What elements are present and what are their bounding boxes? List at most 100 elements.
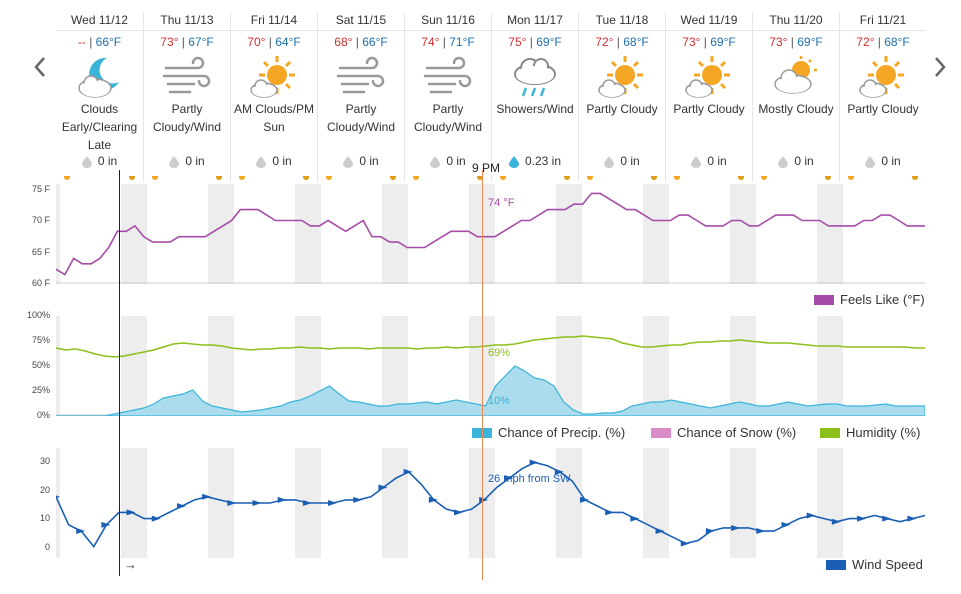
wind-direction-arrow — [529, 459, 539, 466]
previous-arrow-icon[interactable] — [30, 52, 50, 82]
feels-like-tooltip: 74 °F — [488, 197, 515, 209]
day-column[interactable]: Thu 11/20 73° | 69°F Mostly Cloudy 0 in — [752, 12, 839, 182]
night-band — [121, 316, 147, 416]
wind-direction-arrow — [151, 515, 161, 522]
condition-text: Partly Cloudy — [673, 102, 745, 116]
feels-like-legend[interactable]: Feels Like (°F) — [814, 292, 925, 307]
sunrise-sunset-markers — [840, 176, 926, 182]
precip-value: 0 in — [794, 154, 814, 168]
day-temps: 68° | 66°F — [334, 35, 388, 49]
wind-tick-label: 10 — [39, 513, 50, 524]
precip-legend[interactable]: Chance of Precip. (%) — [472, 425, 625, 440]
feels-like-tick-label: 75 F — [31, 184, 50, 194]
next-arrow-icon[interactable] — [930, 52, 950, 82]
precip-amount: 0 in — [666, 154, 752, 168]
night-band — [730, 316, 756, 416]
day-name: Thu 11/20 — [753, 12, 839, 31]
wind-direction-arrow — [605, 509, 615, 516]
humidity-tick-label: 0% — [36, 410, 50, 420]
night-band — [556, 448, 582, 558]
humidity-tick-label: 75% — [31, 335, 50, 345]
wind-direction-arrow — [277, 496, 287, 503]
day-name: Fri 11/21 — [840, 12, 926, 31]
precip-value: 0 in — [446, 154, 466, 168]
night-band — [121, 448, 147, 558]
day-column[interactable]: Thu 11/13 73° | 67°F Partly Cloudy/Wind … — [143, 12, 230, 182]
feels-like-tick-label: 60 F — [31, 278, 50, 288]
night-band — [208, 316, 234, 416]
high-temp: 73° — [769, 35, 788, 49]
condition-text: AM Clouds/PM Sun — [233, 102, 315, 134]
raindrop-icon — [604, 155, 615, 168]
feels-like-series-line — [56, 192, 925, 276]
wind-direction-arrow — [479, 496, 489, 503]
precip-amount: 0 in — [318, 154, 404, 168]
mostly-cloudy-icon — [769, 54, 823, 100]
night-band — [817, 448, 843, 558]
sun-cloud-icon — [247, 54, 301, 100]
day-column[interactable]: Wed 11/19 73° | 69°F Partly Cloudy 0 in — [665, 12, 752, 182]
precip-amount: 0 in — [231, 154, 317, 168]
day-temps: 73° | 69°F — [682, 35, 736, 49]
condition-text: Mostly Cloudy — [758, 102, 834, 116]
day-column[interactable]: Fri 11/21 72° | 68°F Partly Cloudy 0 in — [839, 12, 926, 182]
wind-direction-arrow — [202, 493, 212, 500]
precip-area — [56, 365, 925, 416]
night-band — [730, 184, 756, 284]
low-temp: 69°F — [797, 35, 823, 49]
raindrop-icon — [778, 155, 789, 168]
low-temp: 64°F — [275, 35, 301, 49]
night-band — [643, 184, 669, 284]
precip-value: 0 in — [620, 154, 640, 168]
day-temps: 72° | 68°F — [595, 35, 649, 49]
day-column[interactable]: Sun 11/16 74° | 71°F Partly Cloudy/Wind … — [404, 12, 491, 182]
hover-arrow-indicator: → — [124, 557, 137, 572]
precip-amount: 0 in — [840, 154, 926, 168]
condition-text: Clouds Early/Clearing Late — [61, 102, 138, 152]
high-temp: 73° — [160, 35, 179, 49]
day-name: Sun 11/16 — [405, 12, 491, 31]
night-band — [382, 448, 408, 558]
snow-legend[interactable]: Chance of Snow (%) — [651, 425, 796, 440]
sun-cloud-icon — [595, 54, 649, 100]
day-column[interactable]: Sat 11/15 68° | 66°F Partly Cloudy/Wind … — [317, 12, 404, 182]
high-temp: 74° — [421, 35, 440, 49]
feels-like-tick-label: 70 F — [31, 215, 50, 226]
humidity-tick-label: 25% — [31, 385, 50, 395]
precip-legend-label: Chance of Precip. (%) — [498, 425, 626, 440]
low-temp: 69°F — [710, 35, 736, 49]
wind-legend-label: Wind Speed — [852, 557, 923, 572]
precip-value: 0 in — [881, 154, 901, 168]
wind-tick-label: 0 — [44, 542, 50, 552]
day-temps: 74° | 71°F — [421, 35, 475, 49]
day-temps: 75° | 69°F — [508, 35, 562, 49]
day-temps: 70° | 64°F — [247, 35, 301, 49]
precip-amount: 0 in — [579, 154, 665, 168]
sunrise-sunset-markers — [318, 176, 404, 182]
wind-direction-arrow — [101, 521, 111, 528]
humidity-swatch — [820, 427, 840, 438]
wind-speed-chart[interactable]: 26 mph from SW — [56, 448, 925, 558]
wind-direction-arrow — [328, 500, 338, 506]
day-temps: 73° | 67°F — [160, 35, 214, 49]
precip-amount: 0 in — [405, 154, 491, 168]
precip-amount: 0 in — [56, 154, 143, 168]
wind-series-line — [56, 461, 925, 549]
wind-direction-arrow — [907, 515, 917, 522]
time-cursor-label: 9 PM — [470, 161, 503, 175]
day-column[interactable]: Tue 11/18 72° | 68°F Partly Cloudy 0 in — [578, 12, 665, 182]
sunrise-sunset-markers — [579, 176, 665, 182]
hover-cursor-line — [482, 170, 483, 580]
wind-direction-arrow — [378, 484, 388, 491]
feels-like-chart[interactable]: 74 °F — [56, 184, 925, 284]
high-temp: 70° — [247, 35, 266, 49]
wind-direction-arrow — [76, 528, 86, 535]
day-column[interactable]: Fri 11/14 70° | 64°F AM Clouds/PM Sun 0 … — [230, 12, 317, 182]
humidity-legend[interactable]: Humidity (%) — [820, 425, 920, 440]
day-column[interactable]: Mon 11/17 75° | 69°F Showers/Wind 0.23 i… — [491, 12, 578, 182]
day-column[interactable]: Wed 11/12 -- | 66°F Clouds Early/Clearin… — [56, 12, 143, 182]
humidity-precip-chart[interactable]: 69% 10% — [56, 316, 925, 416]
wind-direction-arrow — [428, 496, 438, 503]
wind-legend[interactable]: Wind Speed — [826, 557, 923, 572]
day-name: Mon 11/17 — [492, 12, 578, 31]
